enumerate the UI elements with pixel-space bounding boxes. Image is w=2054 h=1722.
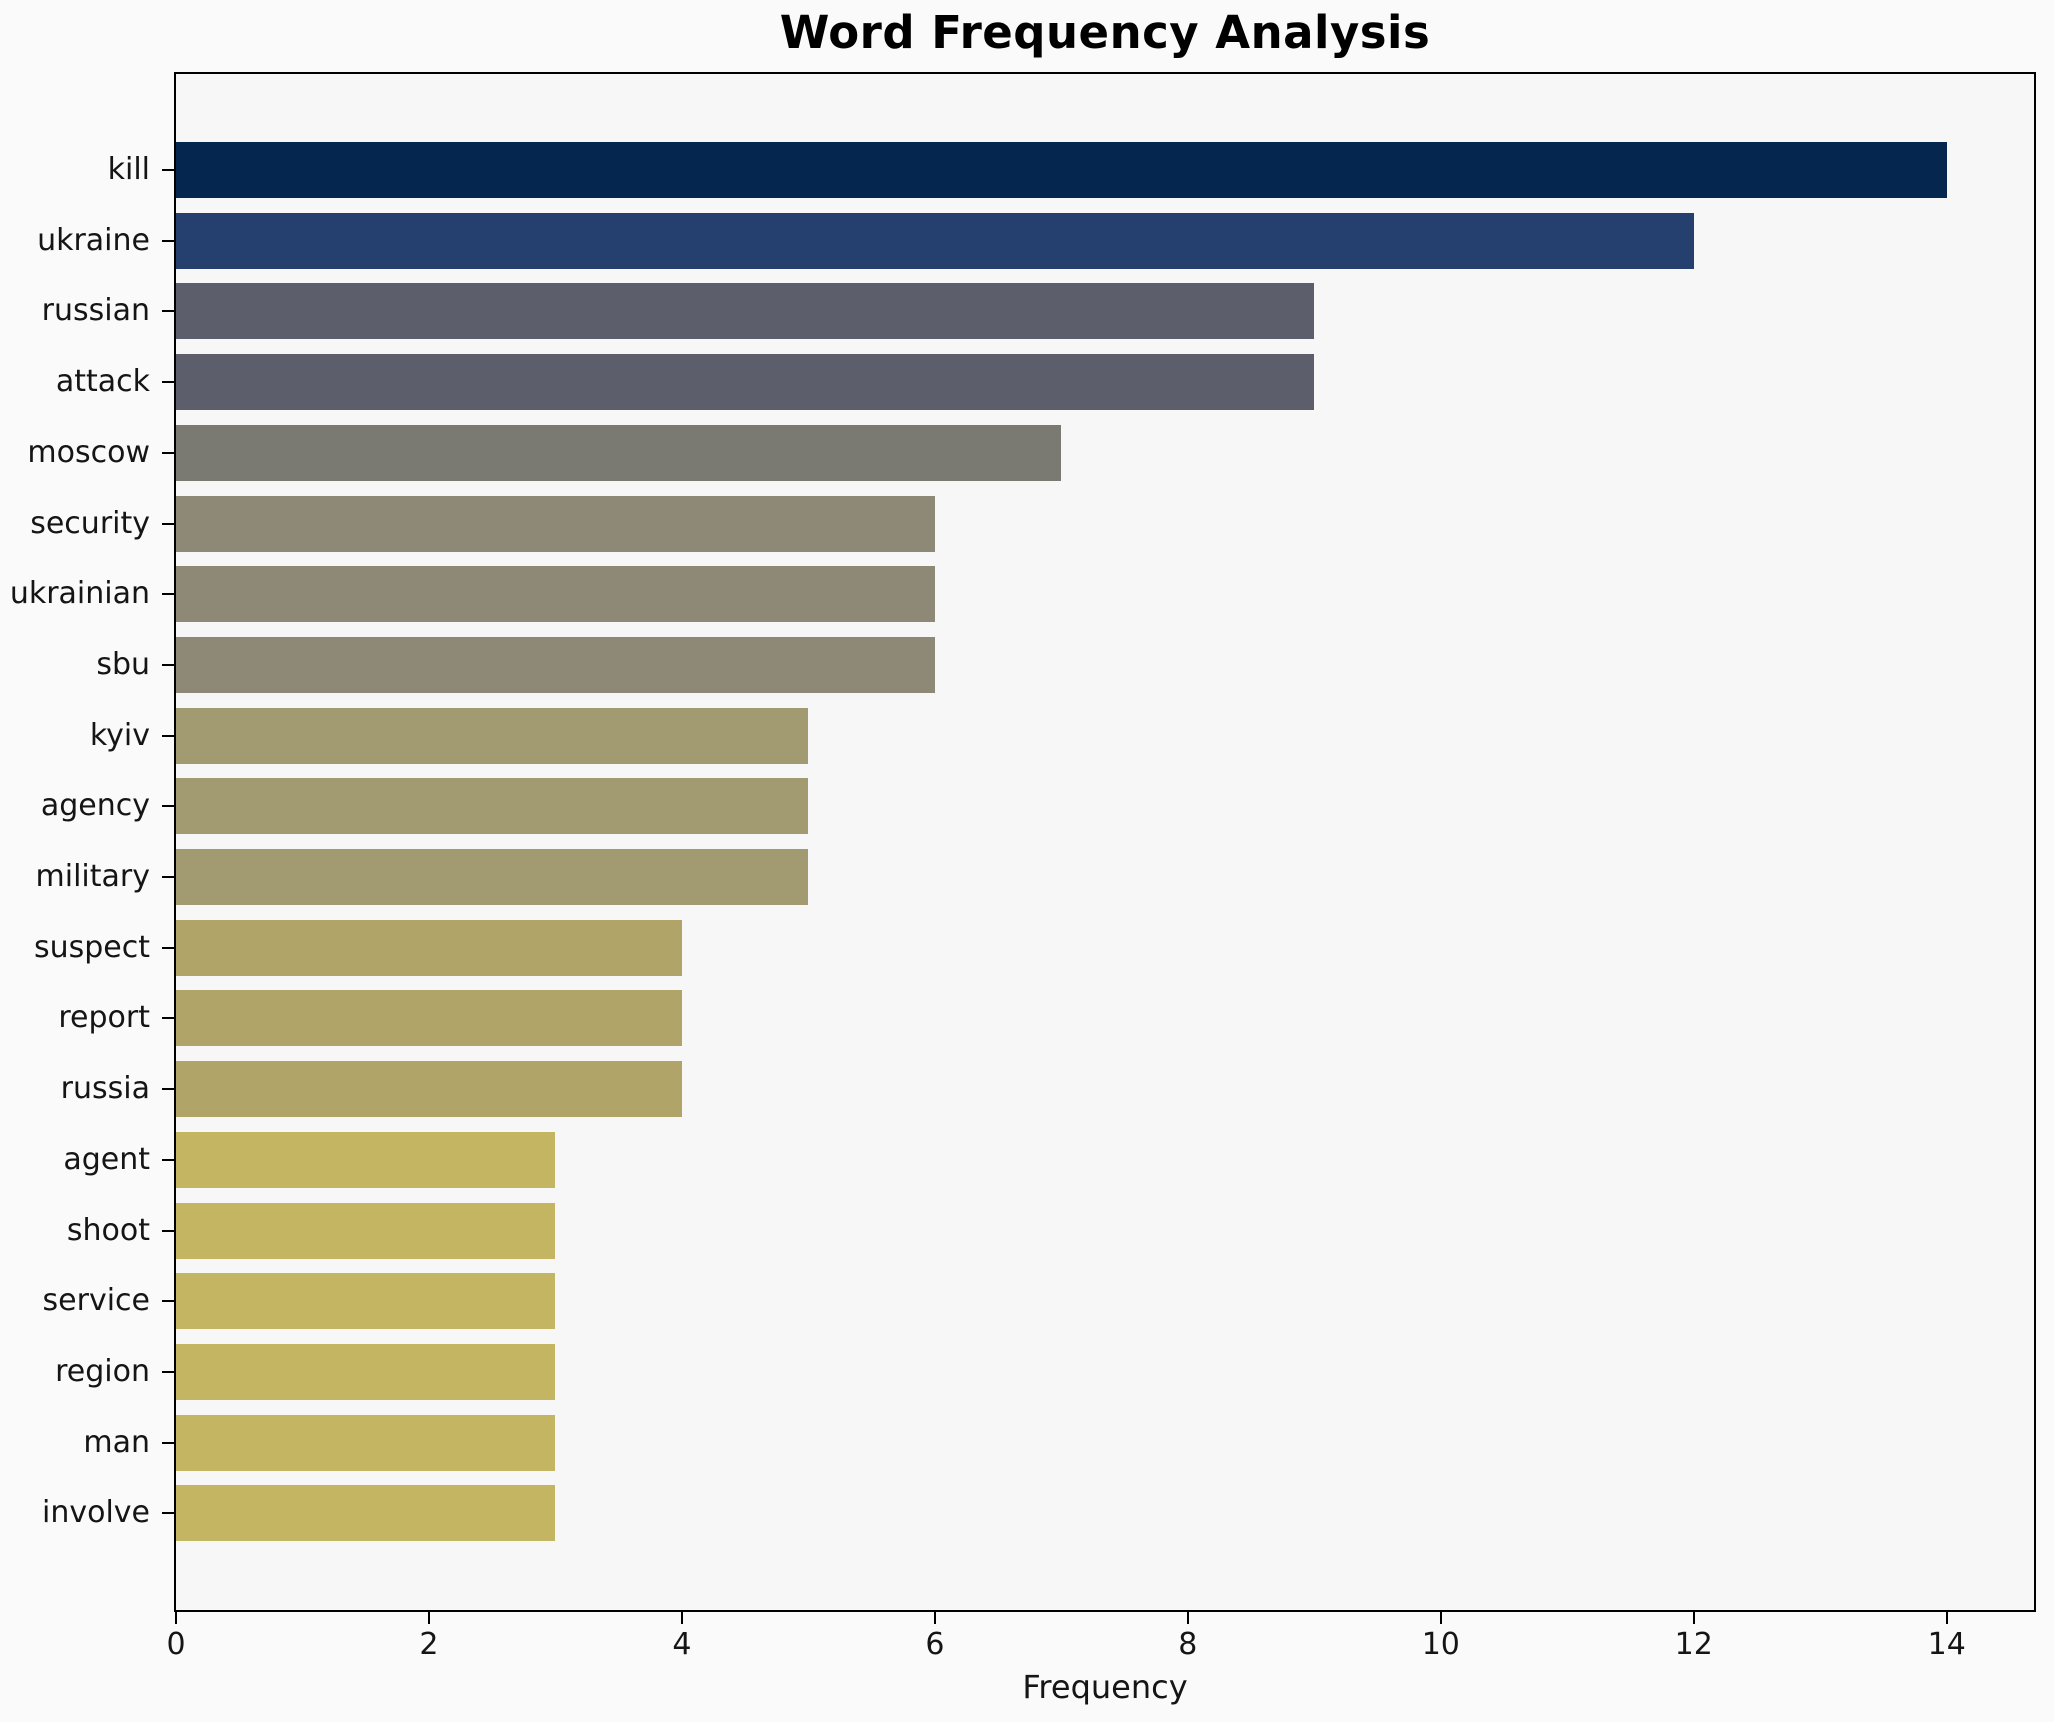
y-tick-label-ukrainian: ukrainian: [9, 576, 150, 612]
y-tick-mark: [162, 734, 174, 737]
y-tick-mark: [162, 876, 174, 878]
bar-man: [176, 1414, 556, 1471]
y-tick-label-security: security: [30, 505, 150, 541]
x-tick-label-2: 2: [419, 1627, 439, 1662]
y-tick-label-report: report: [58, 1000, 150, 1036]
y-tick-label-agency: agency: [40, 788, 150, 824]
bar-ukraine: [176, 212, 1694, 269]
y-tick-label-attack: attack: [55, 364, 150, 400]
x-tick-label-14: 14: [1927, 1627, 1966, 1662]
y-tick-label-service: service: [42, 1283, 150, 1319]
x-tick-label-8: 8: [1178, 1627, 1198, 1662]
bar-service: [176, 1273, 556, 1330]
bar-russian: [176, 283, 1315, 340]
bar-report: [176, 990, 682, 1047]
y-tick-label-kill: kill: [107, 152, 150, 187]
x-axis-label: Frequency: [1022, 1668, 1188, 1706]
x-tick-mark: [1692, 1612, 1695, 1624]
y-tick-mark: [162, 1370, 174, 1373]
y-tick-mark: [162, 1017, 174, 1020]
y-tick-label-man: man: [83, 1424, 150, 1460]
bar-involve: [176, 1485, 556, 1542]
x-tick-mark: [1186, 1612, 1189, 1624]
y-tick-mark: [162, 169, 174, 171]
bar-security: [176, 495, 935, 552]
y-tick-mark: [162, 1512, 174, 1515]
y-tick-mark: [162, 310, 174, 313]
bar-moscow: [176, 424, 1062, 481]
y-tick-mark: [162, 593, 174, 596]
chart-title: Word Frequency Analysis: [779, 6, 1431, 59]
bar-sbu: [176, 636, 935, 693]
y-tick-mark: [162, 522, 174, 525]
y-tick-label-kyiv: kyiv: [89, 717, 150, 753]
x-tick-mark: [680, 1612, 683, 1624]
y-tick-label-ukraine: ukraine: [37, 222, 150, 258]
x-tick-label-12: 12: [1674, 1627, 1713, 1662]
y-tick-mark: [162, 239, 174, 242]
bar-shoot: [176, 1202, 556, 1259]
bar-kyiv: [176, 707, 809, 764]
bar-suspect: [176, 919, 682, 976]
x-tick-mark: [1945, 1612, 1948, 1624]
y-tick-label-moscow: moscow: [27, 434, 150, 470]
bar-agent: [176, 1131, 556, 1188]
bar-russia: [176, 1061, 682, 1118]
x-tick-label-0: 0: [166, 1627, 186, 1662]
bar-ukrainian: [176, 566, 935, 623]
x-tick-label-6: 6: [925, 1627, 945, 1662]
y-tick-label-russia: russia: [60, 1071, 150, 1107]
bar-region: [176, 1343, 556, 1400]
y-tick-label-sbu: sbu: [96, 646, 150, 682]
x-tick-mark: [1439, 1612, 1442, 1624]
y-tick-mark: [162, 1158, 174, 1161]
y-tick-mark: [162, 1088, 174, 1091]
y-tick-mark: [162, 946, 174, 949]
y-tick-mark: [162, 381, 174, 384]
y-tick-label-involve: involve: [41, 1495, 150, 1531]
bar-military: [176, 849, 809, 905]
x-tick-mark: [175, 1612, 177, 1624]
x-tick-label-10: 10: [1421, 1627, 1460, 1662]
y-tick-mark: [162, 451, 174, 454]
y-tick-label-shoot: shoot: [66, 1212, 150, 1248]
y-tick-label-agent: agent: [63, 1141, 150, 1177]
y-tick-label-russian: russian: [41, 293, 150, 329]
x-tick-label-4: 4: [672, 1627, 692, 1662]
y-tick-mark: [162, 1300, 174, 1303]
y-tick-mark: [162, 663, 174, 666]
y-tick-mark: [162, 805, 174, 808]
y-tick-mark: [162, 1229, 174, 1232]
bar-agency: [176, 778, 809, 835]
y-tick-label-military: military: [35, 859, 150, 894]
y-tick-label-region: region: [55, 1353, 150, 1389]
x-tick-mark: [933, 1612, 936, 1624]
x-tick-mark: [427, 1612, 430, 1624]
bar-kill: [176, 142, 1947, 198]
y-tick-label-suspect: suspect: [33, 929, 150, 965]
plot-area: [174, 72, 2036, 1612]
bar-attack: [176, 354, 1315, 411]
y-tick-mark: [162, 1441, 174, 1444]
